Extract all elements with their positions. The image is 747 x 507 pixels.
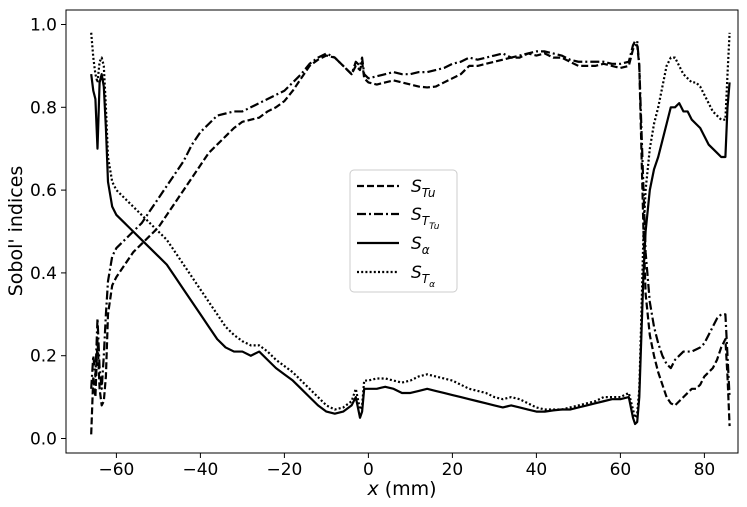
y-tick-label: 0.6 xyxy=(30,181,57,201)
legend-label-s-tu: STu xyxy=(411,177,436,200)
x-tick-label: 80 xyxy=(694,460,716,480)
x-tick-label: 40 xyxy=(526,460,548,480)
plot-frame xyxy=(65,9,739,454)
x-axis-label: x (mm) xyxy=(366,478,436,500)
x-tick-label: 20 xyxy=(442,460,464,480)
x-tick-label: −60 xyxy=(98,460,134,480)
x-tick-label: −40 xyxy=(182,460,218,480)
y-tick-label: 0.0 xyxy=(30,430,57,450)
x-axis-unit: (mm) xyxy=(385,478,437,500)
y-tick-label: 0.2 xyxy=(30,347,57,367)
x-tick-label: −20 xyxy=(266,460,302,480)
y-tick-label: 0.8 xyxy=(30,98,57,118)
x-tick-label: 0 xyxy=(363,460,374,480)
x-tick-label: 60 xyxy=(610,460,632,480)
legend-box xyxy=(349,169,458,293)
legend-label-s-t-tu: STTu xyxy=(411,205,440,232)
x-axis-variable: x xyxy=(366,478,379,500)
series-line-s-t-alpha xyxy=(90,32,731,419)
y-tick-label: 1.0 xyxy=(30,15,57,35)
ticks-layer: −60 −40 −20 0 20 40 60 80 0.0 0.2 0.4 0.6 0.8 1.0 xyxy=(30,15,715,480)
series-layer xyxy=(90,32,731,435)
y-axis-label: Sobol' indices xyxy=(5,166,27,297)
y-tick-label: 0.4 xyxy=(30,264,57,284)
series-line-s-t-tu xyxy=(90,39,731,398)
series-line-s-tu xyxy=(90,44,731,435)
series-line-s-alpha xyxy=(90,73,731,426)
legend-label-s-t-alpha: STα xyxy=(411,263,435,290)
legend-label-s-alpha: Sα xyxy=(411,234,430,257)
